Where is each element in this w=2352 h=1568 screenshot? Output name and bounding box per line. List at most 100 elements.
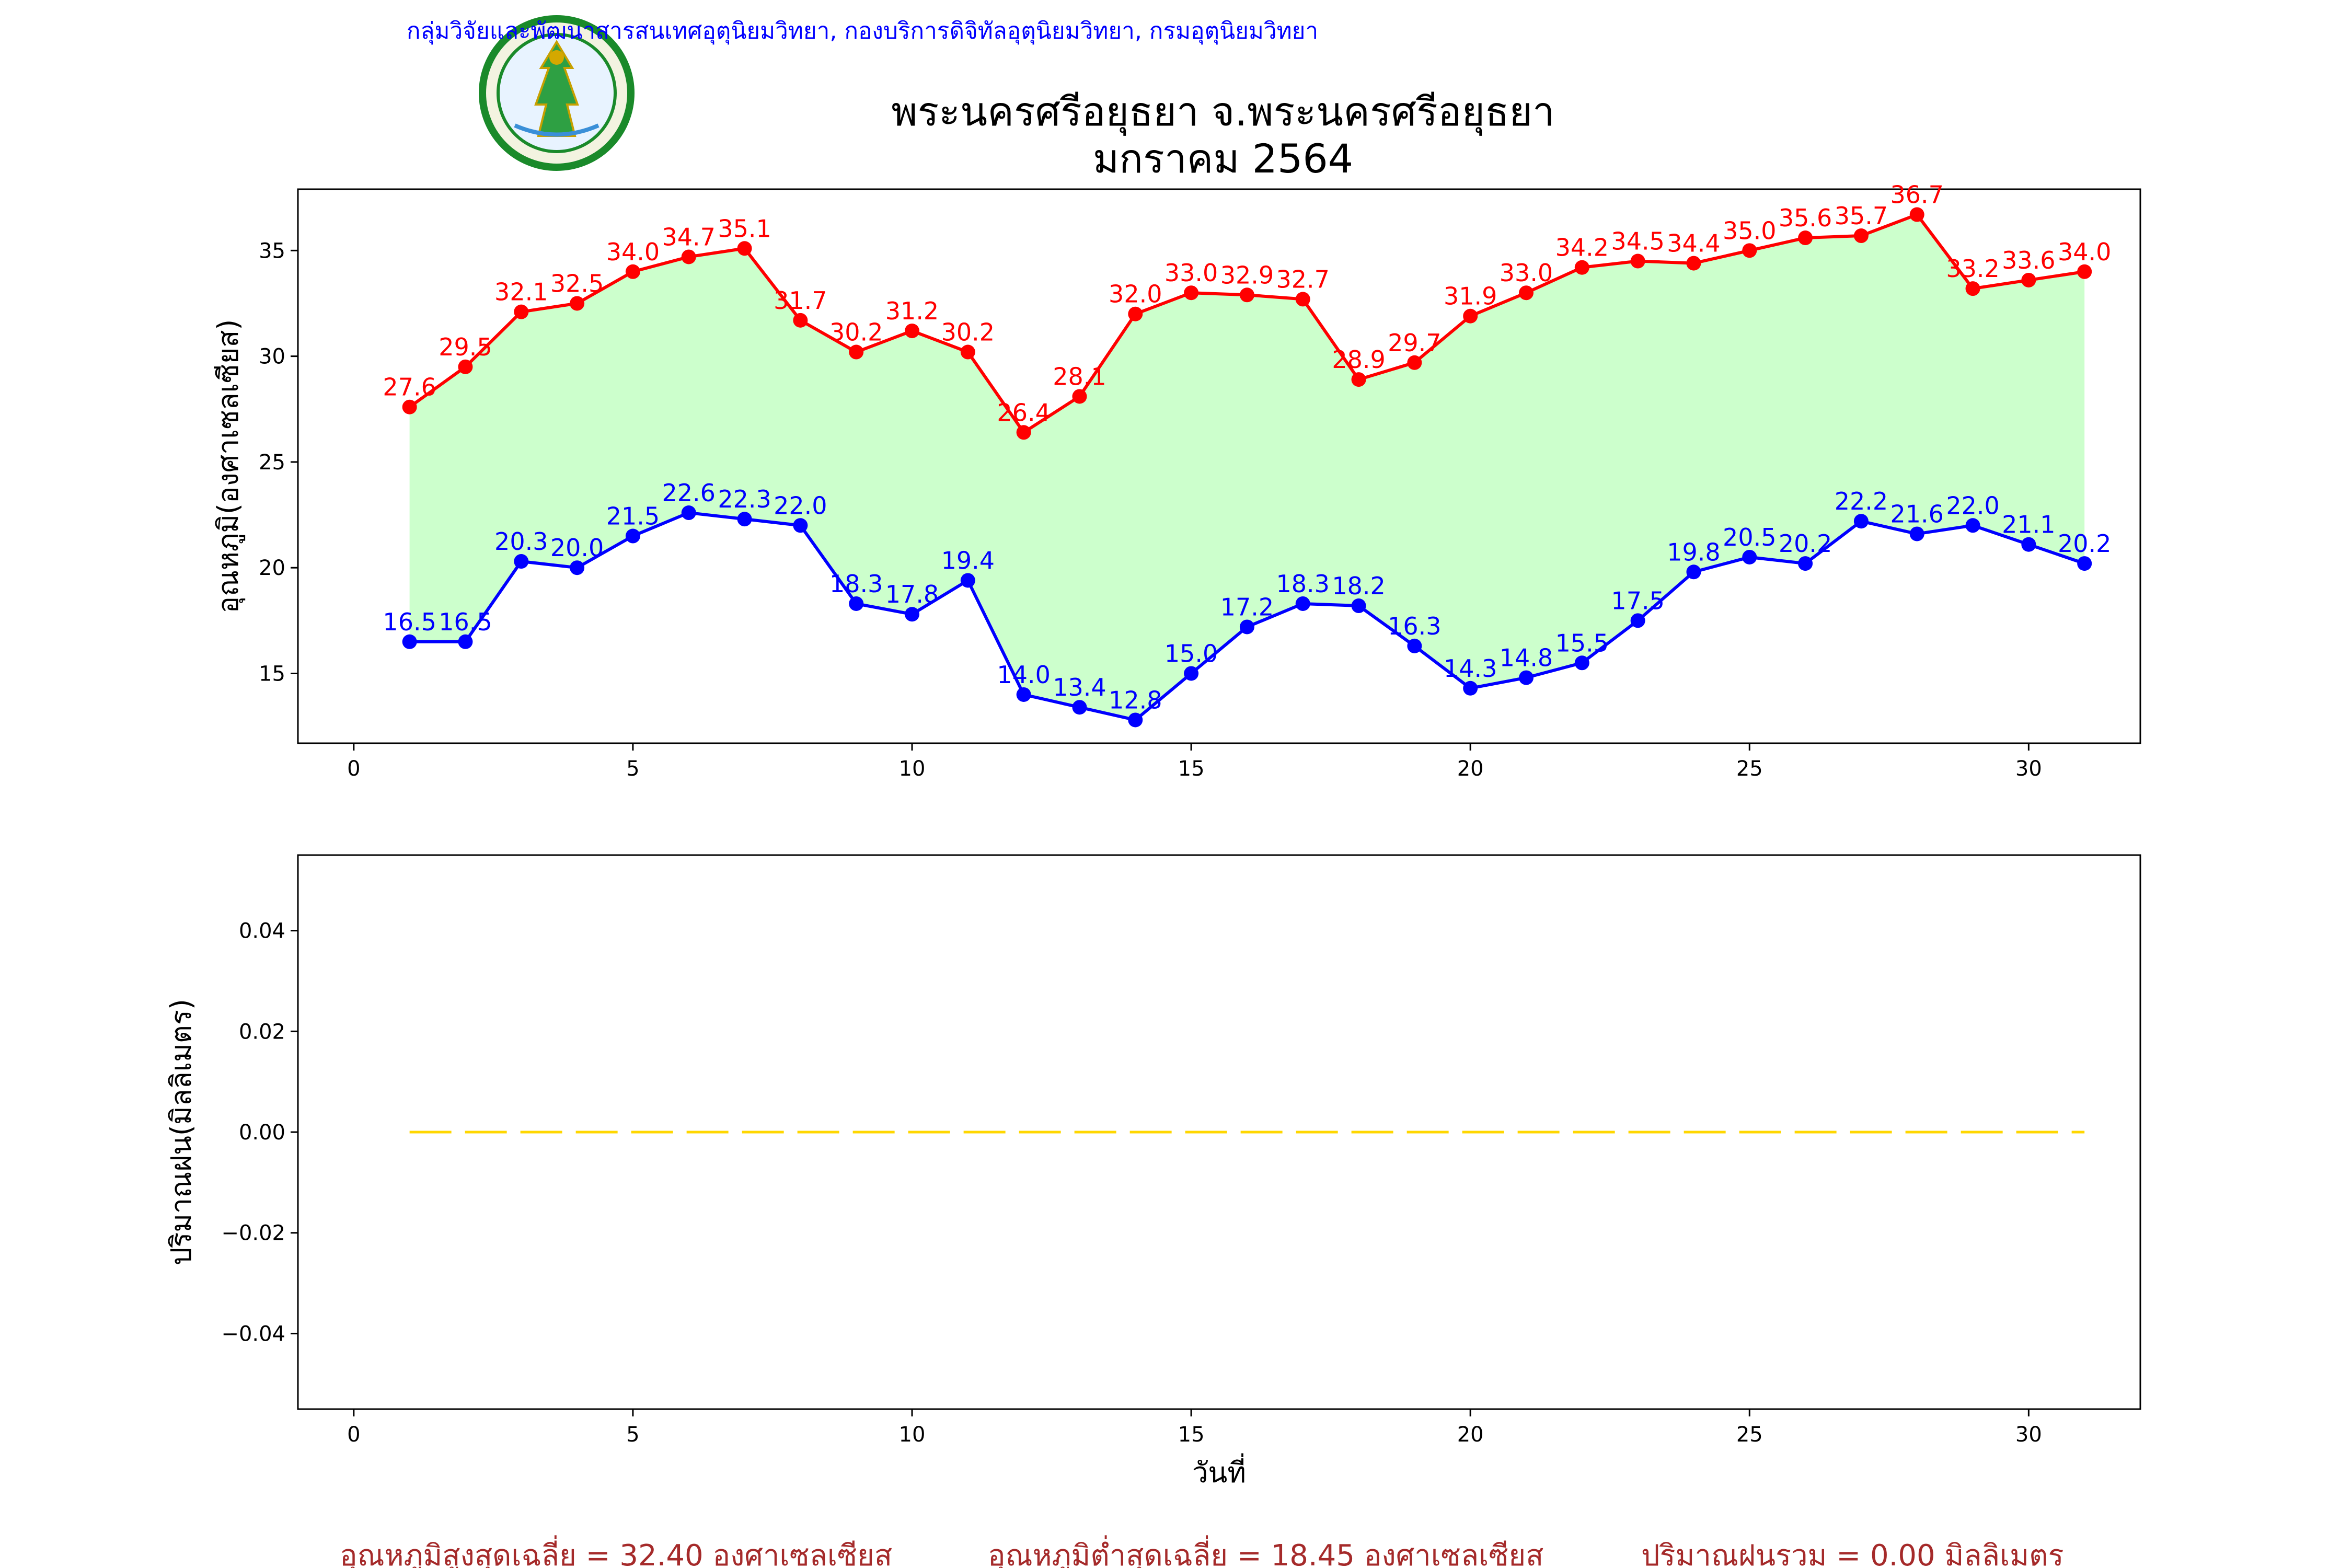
- max-temperature-data-label: 32.0: [1109, 280, 1162, 308]
- min-temperature-data-label: 21.5: [606, 502, 660, 531]
- x-tick-label: 15: [1178, 1423, 1205, 1447]
- temperature-panel: 0 5 10 15 20 25 30 15 20 25 30 35 อุณหภูมิ(องศาเซลเซ…: [212, 181, 2141, 781]
- max-temperature-point: [1072, 389, 1087, 404]
- x-tick-label: 15: [1178, 757, 1205, 781]
- min-temperature-point: [1128, 712, 1143, 728]
- max-temperature-point: [681, 249, 696, 264]
- y-tick-label: 0.00: [239, 1121, 285, 1145]
- min-temperature-point: [793, 518, 808, 533]
- max-temperature-data-label: 34.5: [1611, 227, 1664, 256]
- y-tick-label: 25: [259, 451, 285, 475]
- max-temperature-data-label: 26.4: [997, 398, 1050, 426]
- max-temperature-data-label: 34.0: [606, 238, 660, 266]
- min-temperature-data-label: 15.0: [1165, 639, 1218, 667]
- y-tick-label: 20: [259, 556, 285, 580]
- max-temperature-data-label: 35.7: [1835, 202, 1888, 230]
- x-tick-label: 20: [1457, 1423, 1484, 1447]
- min-temperature-data-label: 19.4: [941, 546, 995, 574]
- min-temperature-data-label: 14.3: [1444, 654, 1497, 683]
- x-tick-label: 30: [2015, 757, 2042, 781]
- min-temperature-point: [402, 634, 417, 649]
- min-temperature-point: [1519, 670, 1534, 685]
- min-temperature-point: [681, 505, 696, 521]
- max-temperature-point: [849, 344, 864, 360]
- max-temperature-data-label: 34.7: [662, 223, 716, 251]
- min-temperature-data-label: 21.1: [2002, 511, 2055, 539]
- min-temperature-data-label: 22.0: [1946, 491, 1999, 520]
- x-tick-label: 25: [1736, 1423, 1763, 1447]
- chart-title-line2: มกราคม 2564: [1093, 135, 1353, 182]
- x-tick-label: 5: [626, 1423, 639, 1447]
- max-temperature-point: [1742, 243, 1757, 258]
- min-temperature-point: [1798, 556, 1813, 571]
- min-temperature-data-label: 17.8: [885, 580, 939, 608]
- min-temperature-data-label: 16.3: [1388, 612, 1441, 640]
- max-temperature-data-label: 34.2: [1555, 234, 1609, 262]
- max-temperature-point: [1239, 287, 1254, 303]
- max-temperature-point: [2021, 272, 2036, 287]
- min-temperature-data-label: 20.0: [550, 534, 604, 562]
- max-temperature-data-label: 33.0: [1500, 259, 1553, 287]
- min-temperature-point: [1072, 700, 1087, 715]
- max-temperature-point: [1853, 228, 1869, 244]
- max-temperature-data-label: 27.6: [383, 373, 436, 401]
- y-axis-label: ปริมาณฝน(มิลลิเมตร): [165, 999, 198, 1265]
- max-temperature-point: [1965, 281, 1980, 296]
- min-temperature-data-label: 14.8: [1500, 644, 1553, 672]
- temperature-range-fill: [409, 214, 2085, 720]
- min-temperature-point: [1686, 564, 1701, 580]
- min-temperature-data-label: 20.2: [2058, 529, 2111, 558]
- min-temperature-data-label: 16.5: [383, 608, 436, 636]
- max-temperature-data-label: 32.7: [1276, 265, 1330, 293]
- min-temperature-data-label: 22.2: [1835, 487, 1888, 515]
- x-tick-label: 20: [1457, 757, 1484, 781]
- min-temperature-point: [1630, 613, 1645, 628]
- max-temperature-data-label: 31.7: [774, 286, 827, 315]
- max-temperature-data-label: 30.2: [941, 318, 995, 347]
- max-temperature-data-label: 28.1: [1053, 362, 1106, 390]
- min-temperature-point: [737, 512, 752, 527]
- max-temperature-data-label: 31.9: [1444, 282, 1497, 310]
- max-temperature-point: [1574, 260, 1589, 275]
- min-temperature-point: [1965, 518, 1980, 533]
- x-tick-label: 5: [626, 757, 639, 781]
- max-temperature-point: [1463, 308, 1478, 324]
- max-temperature-data-label: 35.6: [1779, 204, 1832, 232]
- rainfall-panel: 0 5 10 15 20 25 30 −0.04 −0.02 0.00 0.02 0.04 ปริมาณ…: [165, 854, 2141, 1489]
- max-temperature-data-label: 33.6: [2002, 246, 2055, 274]
- max-temperature-data-label: 30.2: [829, 318, 883, 347]
- y-tick-label: 15: [259, 662, 285, 686]
- plot-frame: [297, 188, 2141, 744]
- x-tick-label: 0: [347, 1423, 360, 1447]
- y-tick-label: 35: [259, 239, 285, 263]
- min-temperature-point: [514, 554, 529, 569]
- max-temperature-data-label: 33.2: [1946, 255, 1999, 283]
- min-temperature-point: [1295, 596, 1310, 611]
- max-temperature-data-label: 32.9: [1220, 261, 1274, 289]
- min-temperature-data-label: 16.5: [439, 608, 492, 636]
- total-rainfall: ปริมาณฝนรวม = 0.00 มิลลิเมตร: [1641, 1539, 2064, 1568]
- max-temperature-point: [514, 304, 529, 319]
- min-temperature-data-label: 15.5: [1555, 629, 1609, 657]
- min-temperature-data-label: 18.3: [829, 570, 883, 598]
- x-tick-label: 25: [1736, 757, 1763, 781]
- min-temperature-point: [1184, 666, 1199, 681]
- max-temperature-point: [960, 344, 975, 360]
- x-tick-label: 30: [2015, 1423, 2042, 1447]
- max-temperature-data-label: 32.5: [550, 269, 604, 297]
- min-temperature-data-label: 17.2: [1220, 593, 1274, 621]
- min-temperature-data-label: 22.6: [662, 479, 716, 507]
- y-tick-label: 0.02: [239, 1020, 285, 1044]
- max-temperature-point: [1128, 306, 1143, 321]
- max-temperature-data-label: 29.5: [439, 333, 492, 361]
- min-temperature-data-label: 17.5: [1611, 586, 1664, 615]
- min-temperature-point: [905, 607, 919, 622]
- max-temperature-point: [1519, 285, 1534, 301]
- min-temperature-point: [1742, 549, 1757, 564]
- max-temperature-data-label: 35.1: [718, 214, 771, 243]
- min-temperature-point: [1853, 514, 1869, 529]
- x-tick-label: 10: [899, 1423, 926, 1447]
- x-axis-label: วันที่: [1192, 1453, 1246, 1489]
- min-temperature-point: [1016, 687, 1031, 702]
